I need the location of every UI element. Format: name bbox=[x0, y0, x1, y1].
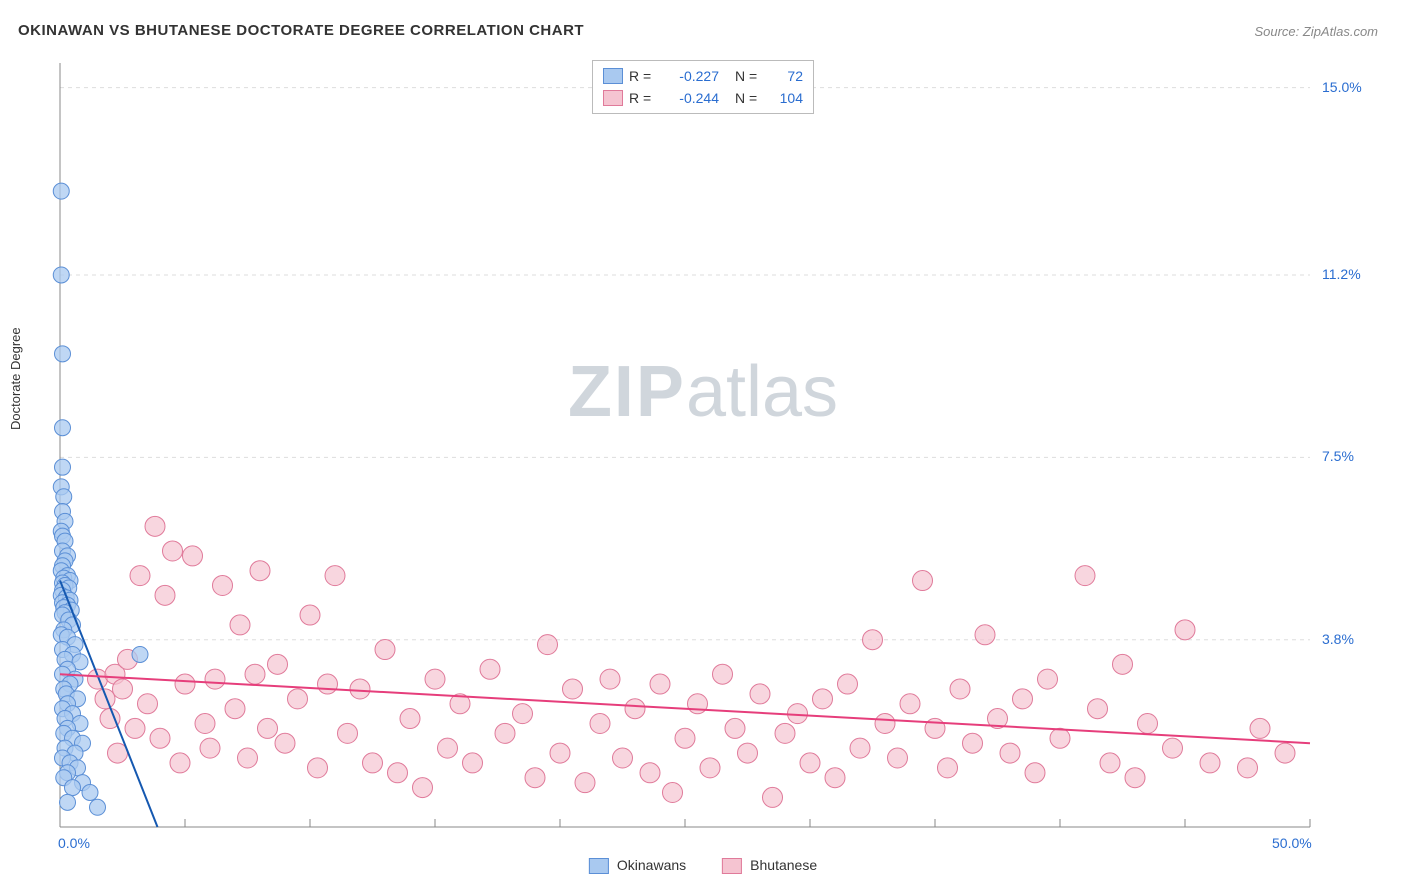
legend-item: Okinawans bbox=[589, 857, 686, 874]
legend-item: Bhutanese bbox=[722, 857, 817, 874]
legend-series-name: Bhutanese bbox=[750, 857, 817, 873]
chart-title: OKINAWAN VS BHUTANESE DOCTORATE DEGREE C… bbox=[18, 22, 584, 39]
legend-swatch bbox=[603, 90, 623, 106]
legend-n-value: 72 bbox=[769, 65, 803, 87]
legend-swatch bbox=[722, 858, 742, 874]
x-tick-label: 50.0% bbox=[1272, 835, 1312, 851]
y-tick-label: 7.5% bbox=[1322, 448, 1354, 464]
legend-row: R = -0.227 N = 72 bbox=[603, 65, 803, 87]
y-tick-label: 11.2% bbox=[1322, 266, 1361, 282]
legend-swatch bbox=[603, 68, 623, 84]
x-tick-label: 0.0% bbox=[58, 835, 90, 851]
y-tick-label: 3.8% bbox=[1322, 631, 1354, 647]
legend-r-label: R = bbox=[629, 65, 657, 87]
chart-area bbox=[50, 55, 1330, 845]
legend-n-label: N = bbox=[735, 65, 763, 87]
correlation-legend: R = -0.227 N = 72 R = -0.244 N = 104 bbox=[592, 60, 814, 114]
legend-n-label: N = bbox=[735, 87, 763, 109]
legend-r-label: R = bbox=[629, 87, 657, 109]
legend-n-value: 104 bbox=[769, 87, 803, 109]
y-tick-label: 15.0% bbox=[1322, 79, 1362, 95]
series-legend: Okinawans Bhutanese bbox=[589, 857, 817, 874]
legend-row: R = -0.244 N = 104 bbox=[603, 87, 803, 109]
legend-r-value: -0.227 bbox=[663, 65, 719, 87]
legend-r-value: -0.244 bbox=[663, 87, 719, 109]
source-credit: Source: ZipAtlas.com bbox=[1254, 24, 1378, 39]
legend-series-name: Okinawans bbox=[617, 857, 686, 873]
scatter-chart bbox=[50, 55, 1330, 845]
y-axis-label: Doctorate Degree bbox=[8, 327, 23, 430]
legend-swatch bbox=[589, 858, 609, 874]
